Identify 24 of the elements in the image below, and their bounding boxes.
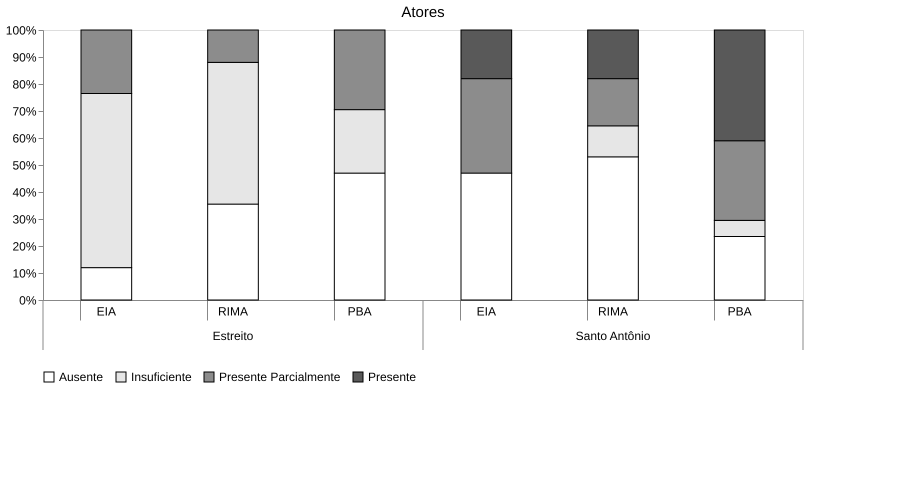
y-tick-label: 60% [12, 132, 37, 146]
y-tick-label: 20% [12, 240, 37, 254]
text: Estreito [212, 329, 254, 343]
y-tick-label: 10% [12, 266, 37, 280]
y-tick-label: 50% [12, 158, 37, 172]
y-tick-label: 90% [12, 50, 37, 64]
legend-label: Presente [368, 370, 416, 384]
y-tick-label: 100% [6, 24, 37, 38]
legend-label: Insuficiente [131, 370, 192, 384]
legend-label: Presente Parcialmente [219, 370, 341, 384]
x-tick-label: RIMA [598, 304, 628, 318]
text: Santo Antônio [576, 329, 651, 343]
y-tick-label: 70% [12, 104, 37, 118]
y-tick-label: 30% [12, 212, 37, 226]
x-tick-label: RIMA [218, 304, 248, 318]
x-tick-label: PBA [348, 304, 372, 318]
y-tick-label: 40% [12, 186, 37, 200]
x-tick-label: EIA [476, 304, 496, 318]
x-tick-label: PBA [728, 304, 752, 318]
y-tick-label: 80% [12, 78, 37, 92]
x-tick-label: EIA [96, 304, 116, 318]
legend-label: Ausente [59, 370, 104, 384]
y-tick-label: 0% [19, 294, 37, 308]
chart-title: Atores [401, 4, 445, 21]
